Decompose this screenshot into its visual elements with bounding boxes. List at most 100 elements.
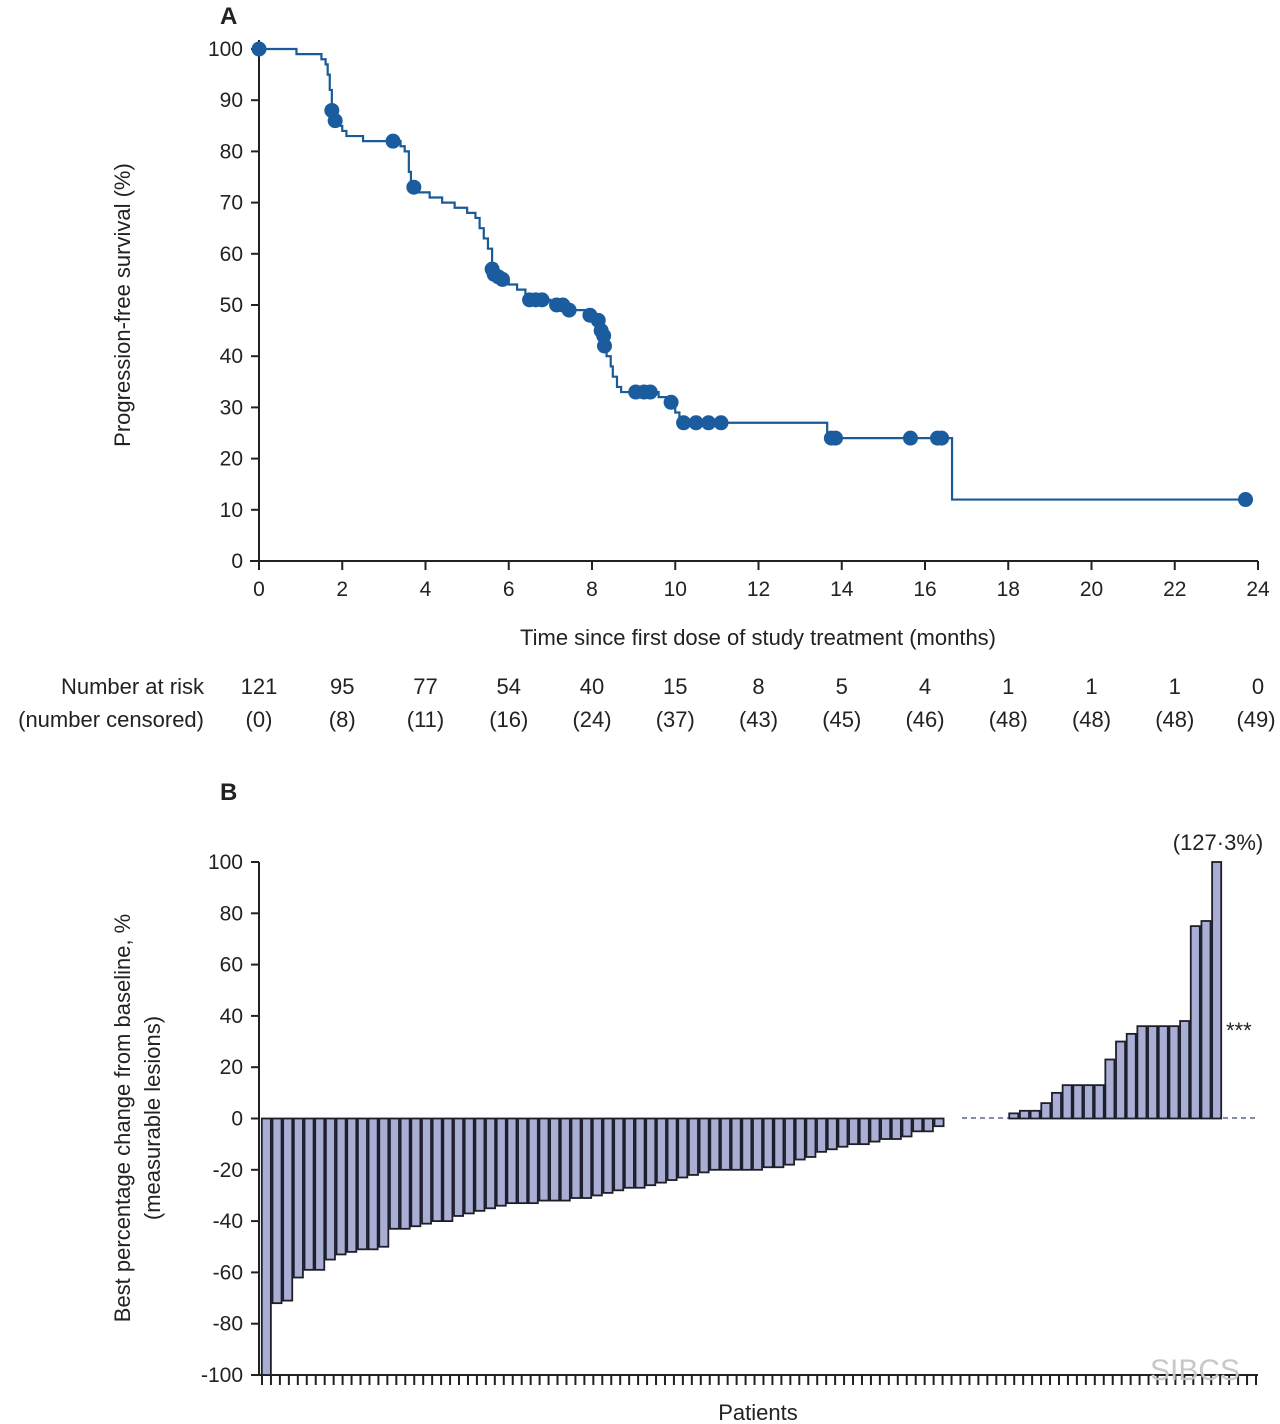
at-risk-count: 95 [330, 674, 354, 699]
at-risk-count: 1 [1169, 674, 1181, 699]
patient-bar [1179, 1020, 1191, 1120]
panel-a-x-ticks: 0 2 4 6 8 10 12 14 16 18 20 22 24 [253, 561, 1270, 601]
patient-bar [1115, 1040, 1126, 1120]
censored-count: (48) [1072, 707, 1111, 732]
y-tick-label: 20 [220, 1056, 243, 1079]
patient-bar [1157, 1025, 1169, 1120]
panel-a-x-axis-title: Time since first dose of study treatment… [520, 625, 996, 650]
at-risk-count: 54 [497, 674, 521, 699]
patient-bar [559, 1117, 571, 1202]
y-tick-label: 60 [220, 954, 243, 977]
patient-bar [645, 1117, 657, 1187]
y-tick-label: 0 [231, 550, 243, 573]
panel-a-label: A [220, 3, 237, 30]
censored-count: (8) [329, 707, 356, 732]
y-tick-label: -80 [213, 1313, 243, 1336]
y-tick-label: 0 [231, 1108, 243, 1131]
y-tick-label: 70 [220, 192, 243, 215]
at-risk-count: 1 [1085, 674, 1097, 699]
patient-bar [634, 1117, 646, 1189]
panel-b: B 100 80 60 40 20 0 -20 -40 -60 -80 -100 Best perc… [110, 779, 1263, 1424]
patient-bar [1125, 1032, 1137, 1120]
censor-marker [327, 113, 343, 129]
y-tick-label: -100 [201, 1364, 243, 1387]
x-tick-label: 2 [336, 578, 348, 601]
patient-bar [1168, 1025, 1180, 1120]
patient-bar [271, 1117, 283, 1305]
patient-bar [1029, 1109, 1041, 1120]
censor-marker [596, 338, 612, 354]
patient-bar [538, 1117, 550, 1202]
panel-b-x-axis-title: Patients [718, 1400, 798, 1424]
max-value-annotation: (127·3%) [1173, 830, 1263, 855]
censor-marker [534, 292, 550, 308]
patient-bar [314, 1117, 326, 1271]
patient-bar [858, 1117, 870, 1146]
patient-bar [581, 1117, 593, 1199]
risk-table: Number at risk (number censored) 121 (0) 9… [18, 674, 1275, 732]
panel-b-y-ticks: 100 80 60 40 20 0 -20 -40 -60 -80 -100 [201, 851, 259, 1387]
censor-marker [561, 302, 577, 318]
y-tick-label: 90 [220, 89, 243, 112]
patient-bar [474, 1117, 486, 1212]
patient-bar [399, 1117, 411, 1230]
patient-bar [880, 1117, 892, 1140]
patient-bar [1008, 1112, 1020, 1120]
at-risk-count: 5 [836, 674, 848, 699]
patient-bar [1104, 1058, 1116, 1120]
patient-bar [922, 1117, 934, 1133]
patient-bar [869, 1117, 881, 1143]
patient-bar [356, 1117, 368, 1251]
patient-bar [367, 1117, 379, 1251]
patient-bar [677, 1117, 689, 1179]
censor-marker [713, 415, 729, 431]
censor-marker [701, 415, 717, 431]
patient-bar [421, 1117, 432, 1225]
censored-count: (48) [1155, 707, 1194, 732]
censor-marker [251, 41, 267, 57]
panel-b-y-axis-title-line2: (measurable lesions) [140, 1016, 165, 1220]
patient-bar [602, 1117, 614, 1194]
x-tick-label: 18 [997, 578, 1020, 601]
x-tick-label: 10 [664, 578, 687, 601]
censored-count: (11) [407, 707, 445, 732]
x-tick-label: 6 [503, 578, 515, 601]
patient-bar [485, 1117, 497, 1210]
censor-marker [676, 415, 692, 431]
risk-label-censored: (number censored) [18, 707, 204, 732]
panel-a-y-ticks: 0 10 20 30 40 50 60 70 80 90 100 [208, 38, 259, 573]
panel-a-axes [250, 40, 1258, 562]
patient-bar [773, 1117, 785, 1169]
y-tick-label: 80 [220, 902, 243, 925]
patient-bar [346, 1117, 358, 1253]
censored-count: (24) [572, 707, 611, 732]
asterisk-annotation: *** [1226, 1018, 1252, 1043]
patient-bar [335, 1117, 347, 1256]
watermark-text: SIBCS [1150, 1354, 1240, 1387]
risk-table-values: 121(0)95(8)77(11)54(16)40(24)15(37)8(43)… [241, 674, 1276, 732]
patient-bar [720, 1117, 731, 1171]
risk-label-at-risk: Number at risk [61, 674, 205, 699]
patient-bar [848, 1117, 860, 1146]
patient-bar [495, 1117, 507, 1207]
at-risk-count: 15 [663, 674, 687, 699]
x-tick-label: 24 [1246, 578, 1270, 601]
y-tick-label: 40 [220, 345, 243, 368]
x-tick-label: 12 [747, 578, 770, 601]
y-tick-label: 40 [220, 1005, 243, 1028]
patient-bar [1072, 1084, 1084, 1120]
x-tick-label: 0 [253, 578, 265, 601]
y-tick-label: -40 [213, 1210, 243, 1233]
censored-count: (37) [656, 707, 695, 732]
patient-bar [1019, 1109, 1030, 1120]
at-risk-count: 1 [1002, 674, 1014, 699]
patient-bar [324, 1117, 336, 1261]
patient-bar [1093, 1084, 1105, 1120]
patient-bar [1211, 861, 1223, 1120]
patient-bar [1189, 925, 1201, 1120]
patient-bar [816, 1117, 828, 1153]
patient-bar [784, 1117, 795, 1166]
y-tick-label: -60 [213, 1261, 243, 1284]
censor-marker [406, 179, 422, 195]
censor-marker [1238, 492, 1254, 508]
